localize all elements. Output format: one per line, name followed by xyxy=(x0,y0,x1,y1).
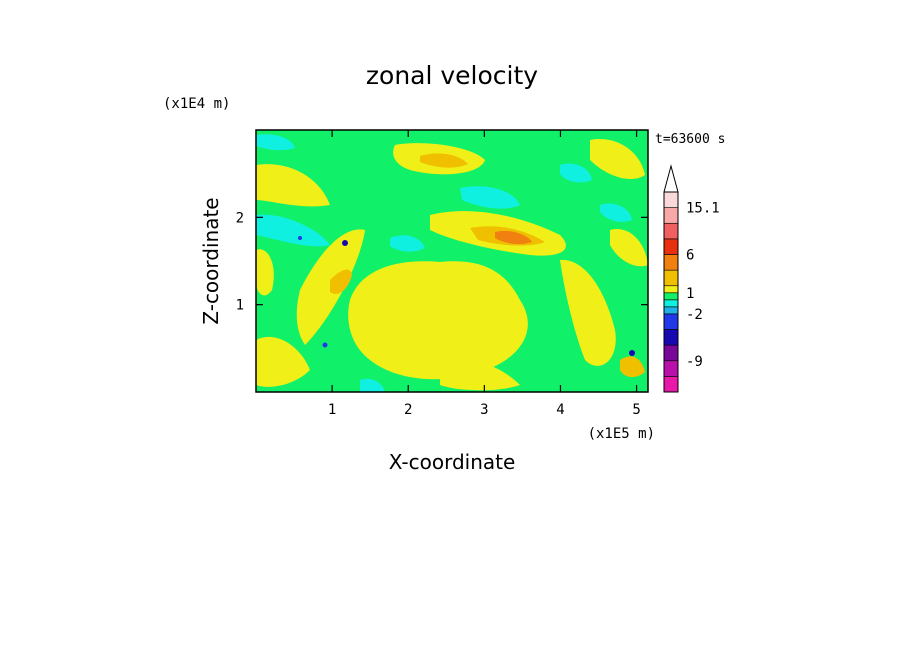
colorbar-swatch xyxy=(663,344,679,362)
contour-field xyxy=(256,130,648,392)
contour-patch xyxy=(560,259,616,366)
x-tick-label: 1 xyxy=(328,402,336,418)
y-tick-label: 1 xyxy=(236,298,244,314)
colorbar-label: -9 xyxy=(686,354,703,370)
contour-patch xyxy=(256,164,330,207)
colorbar-swatch xyxy=(663,376,679,393)
x-tick-label: 2 xyxy=(404,402,412,418)
colorbar-swatch xyxy=(663,238,679,255)
colorbar-swatch xyxy=(663,313,679,330)
contour-patch xyxy=(390,235,425,252)
contour-patch xyxy=(460,186,520,209)
x-tick-label: 4 xyxy=(556,402,564,418)
contour-patch xyxy=(330,269,352,295)
colorbar-swatch xyxy=(663,222,679,240)
contour-patch xyxy=(256,249,274,296)
y-axis-label: Z-coordinate xyxy=(199,197,223,324)
x-tick-label: 5 xyxy=(632,402,640,418)
contour-patch xyxy=(620,356,645,378)
colorbar-swatch xyxy=(663,329,679,346)
x-unit-label: (x1E5 m) xyxy=(588,426,655,442)
plot-frame xyxy=(255,129,649,393)
colorbar-swatch xyxy=(663,285,679,294)
contour-patch xyxy=(298,236,302,240)
colorbar-swatch xyxy=(663,269,679,287)
contour-patch xyxy=(256,336,310,387)
contour-patch xyxy=(440,358,520,391)
contour-patch xyxy=(348,261,528,380)
colorbar-label: 15.1 xyxy=(686,201,720,217)
colorbar-swatch xyxy=(663,207,679,224)
contour-patch xyxy=(610,229,648,267)
contour-patch xyxy=(420,153,468,168)
x-axis-label: X-coordinate xyxy=(389,450,516,474)
colorbar-swatch xyxy=(663,360,679,377)
contour-patch xyxy=(600,203,632,223)
contour-patch xyxy=(256,134,295,151)
contour-patch xyxy=(590,139,645,180)
contour-patch xyxy=(322,342,328,348)
colorbar-swatch xyxy=(663,191,679,208)
colorbar-swatch xyxy=(663,292,679,301)
chart-title: zonal velocity xyxy=(366,61,538,90)
time-label: t=63600 s xyxy=(655,132,725,147)
contour-patch xyxy=(629,350,635,356)
colorbar-swatch xyxy=(663,254,679,271)
contour-patch xyxy=(495,230,532,245)
contour-patch xyxy=(360,378,385,392)
colorbar-swatch xyxy=(663,306,679,315)
colorbar-max-arrow xyxy=(663,164,679,193)
colorbar-label: -2 xyxy=(686,307,703,323)
contour-patch xyxy=(560,163,592,183)
contour-patch xyxy=(342,240,348,246)
colorbar-swatch xyxy=(663,299,679,308)
axis-ticks: 1 2 3 4 5 1 2 xyxy=(236,130,648,418)
colorbar-frame xyxy=(663,191,679,393)
colorbar-label: 1 xyxy=(686,286,694,302)
colorbar-label: 6 xyxy=(686,248,694,264)
contour-patch xyxy=(256,214,330,247)
y-tick-label: 2 xyxy=(236,210,244,226)
x-tick-label: 3 xyxy=(480,402,488,418)
y-unit-label: (x1E4 m) xyxy=(163,96,230,112)
colorbar: 15.1 6 1 -2 -9 xyxy=(663,164,720,393)
